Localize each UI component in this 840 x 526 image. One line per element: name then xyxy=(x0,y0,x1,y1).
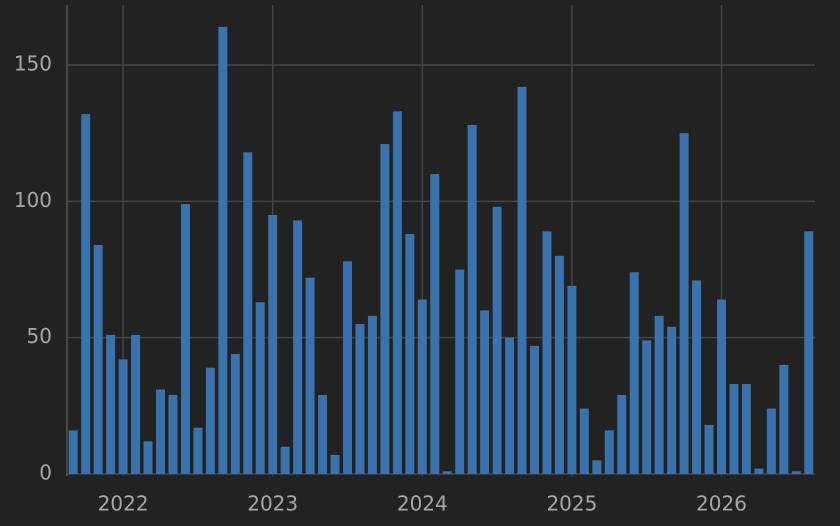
bar xyxy=(467,124,477,474)
bar xyxy=(81,114,91,475)
bar xyxy=(667,326,677,474)
bar xyxy=(343,261,352,474)
bar xyxy=(442,471,452,474)
y-tick-label: 150 xyxy=(14,51,52,75)
bar xyxy=(530,345,539,474)
y-tick-label: 100 xyxy=(14,188,52,212)
bar xyxy=(405,234,415,474)
bar xyxy=(654,315,664,474)
bar xyxy=(417,299,427,474)
bar xyxy=(679,133,689,474)
bar xyxy=(280,446,290,474)
bar xyxy=(779,364,789,474)
bar xyxy=(766,408,776,474)
x-tick-label: 2026 xyxy=(696,492,747,516)
bar xyxy=(617,394,627,474)
bar xyxy=(106,334,116,474)
bar xyxy=(704,424,714,474)
bar xyxy=(205,367,215,474)
bar xyxy=(542,231,552,474)
bar xyxy=(318,394,328,474)
bar xyxy=(430,174,440,474)
bar xyxy=(592,460,602,474)
x-tick-label: 2023 xyxy=(247,492,298,516)
bar xyxy=(168,394,178,474)
bar xyxy=(804,231,814,474)
bar xyxy=(268,214,278,475)
bar xyxy=(68,430,78,474)
bar xyxy=(305,277,315,474)
bar xyxy=(455,269,465,474)
bar xyxy=(692,280,702,474)
bar xyxy=(642,340,652,474)
bar xyxy=(367,315,377,474)
bar xyxy=(505,337,515,474)
bar xyxy=(480,310,490,474)
bar xyxy=(567,285,577,474)
bar xyxy=(517,86,527,475)
x-tick-label: 2024 xyxy=(397,492,448,516)
bar xyxy=(193,427,203,474)
bar xyxy=(554,255,564,474)
bar xyxy=(355,324,365,474)
bar xyxy=(330,454,340,474)
bar xyxy=(143,441,153,474)
bar xyxy=(230,354,240,474)
y-tick-label: 0 xyxy=(39,461,52,485)
bar xyxy=(754,468,764,474)
x-tick-label: 2022 xyxy=(98,492,149,516)
bar xyxy=(255,302,265,474)
y-tick-label: 50 xyxy=(27,324,52,348)
bar xyxy=(293,220,303,474)
bar xyxy=(93,244,103,474)
bar xyxy=(791,471,801,474)
bar xyxy=(604,430,614,474)
bar xyxy=(741,384,751,474)
bar xyxy=(717,299,726,474)
bar xyxy=(392,111,402,475)
bar xyxy=(218,26,228,474)
bar xyxy=(579,408,589,474)
bar xyxy=(118,359,128,474)
bar xyxy=(729,384,739,474)
bar xyxy=(243,152,253,474)
bar xyxy=(380,144,390,474)
bar xyxy=(156,389,165,474)
bars xyxy=(68,26,814,475)
x-tick-label: 2025 xyxy=(546,492,597,516)
bar xyxy=(492,206,502,475)
bar xyxy=(629,272,639,474)
bar xyxy=(180,204,190,475)
bar xyxy=(131,334,141,474)
